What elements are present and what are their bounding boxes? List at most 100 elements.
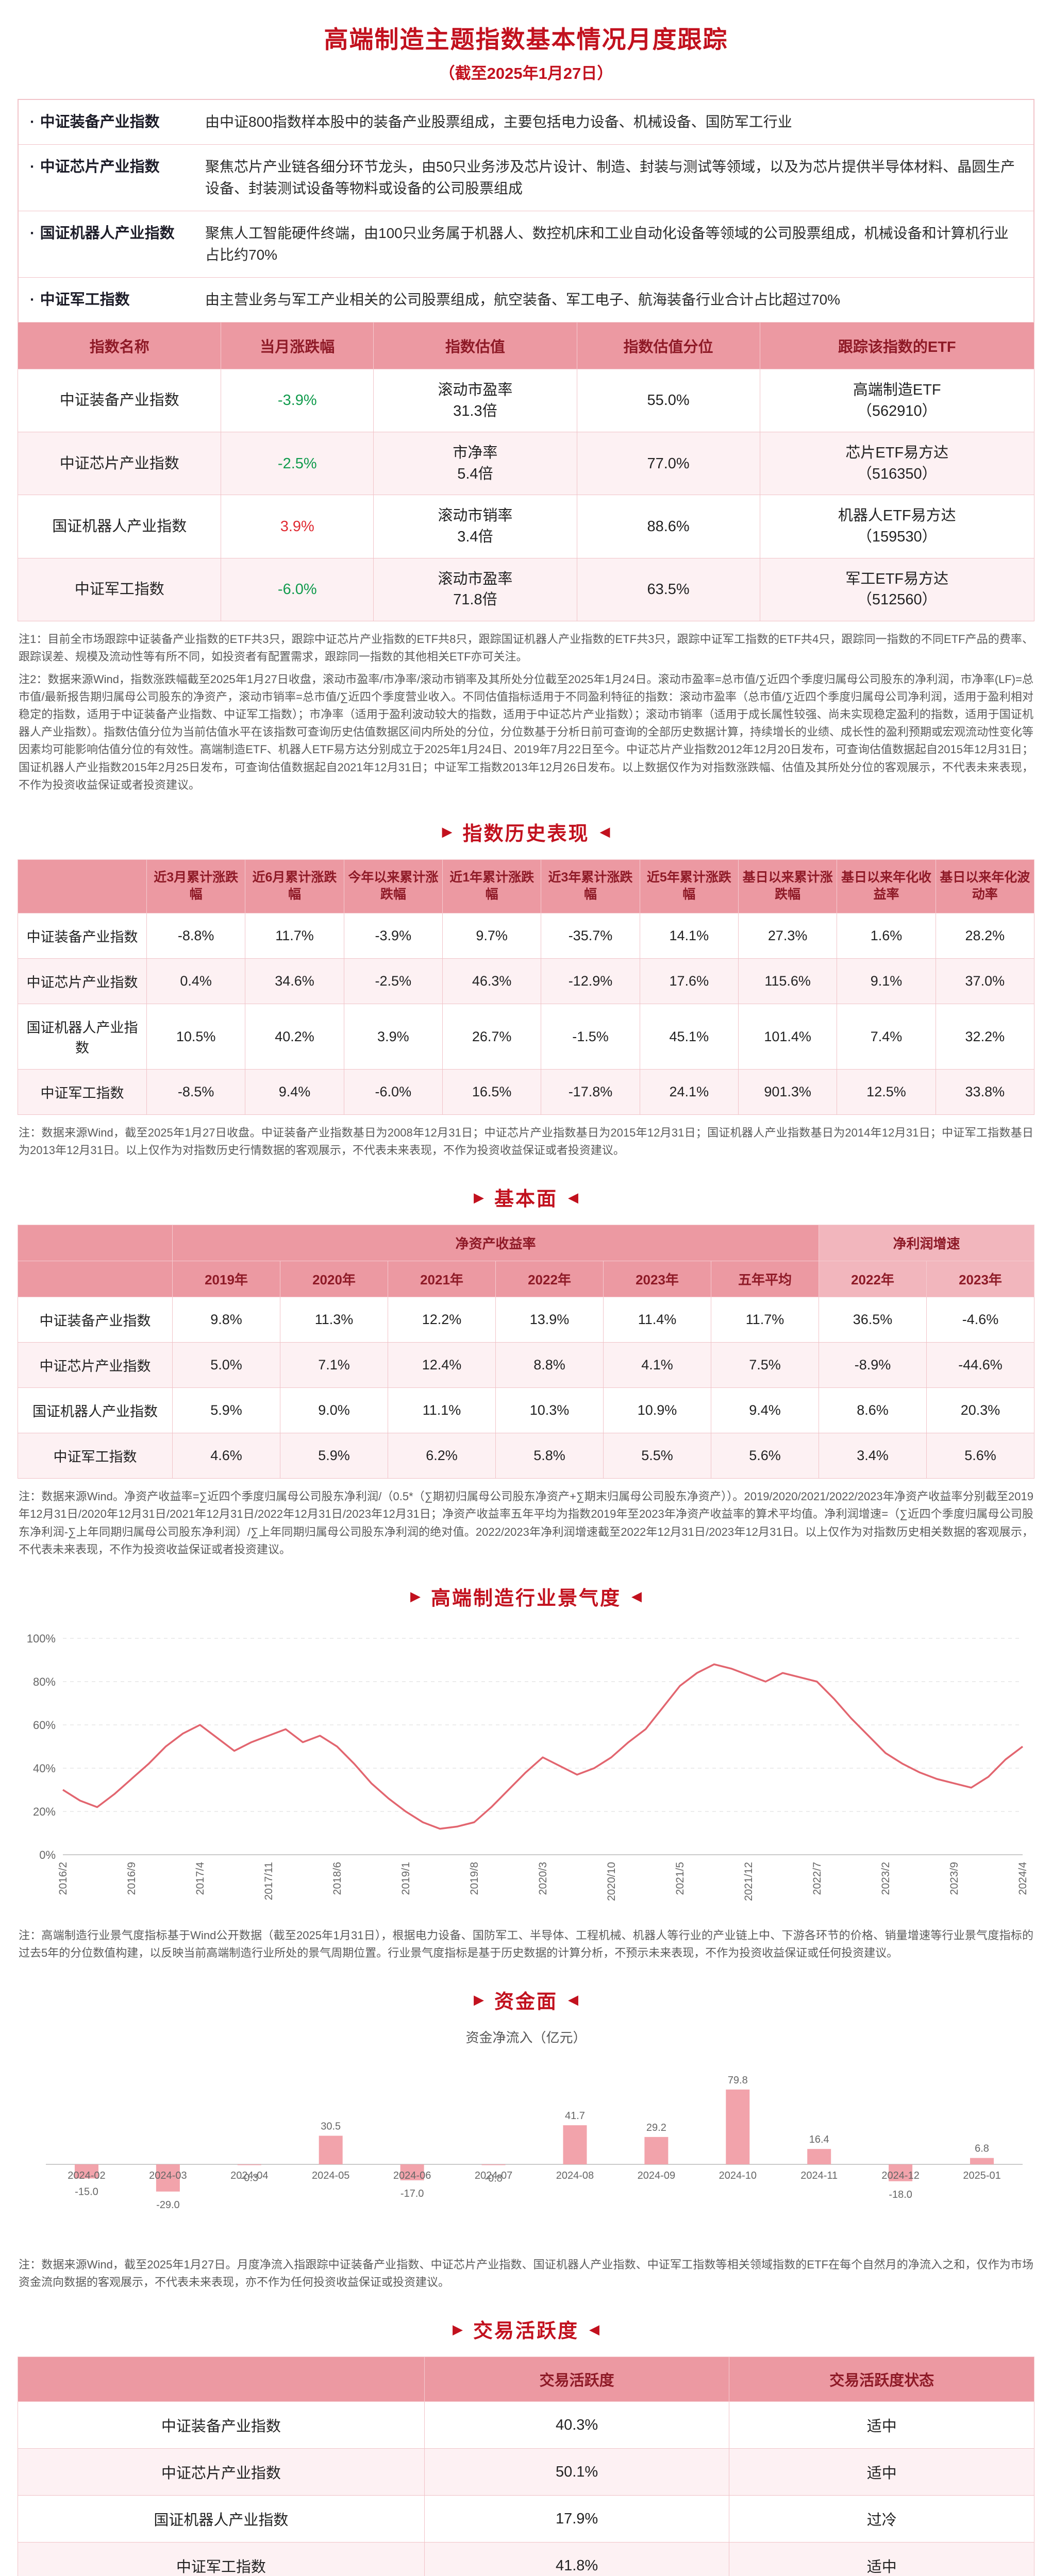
value-cell: 3.4% xyxy=(819,1433,927,1479)
section-heading-fundamentals: ▶ 基本面 ◀ xyxy=(18,1183,1034,1211)
column-header: 近1年累计涨跌幅 xyxy=(442,859,542,914)
table-row: 中证芯片产业指数 0.4% 34.6% -2.5% 46.3% -12.9% 1… xyxy=(18,958,1035,1005)
monthly-change-cell: -6.0% xyxy=(221,557,374,621)
prosperity-series-line xyxy=(62,1663,1024,1830)
y-axis-label: 60% xyxy=(33,1719,56,1732)
overview-table: 指数名称 当月涨跌幅 指数估值 指数估值分位 跟踪该指数的ETF 中证装备产业指… xyxy=(17,322,1035,621)
column-header: 近6月累计涨跌幅 xyxy=(245,859,344,914)
table-row: 中证芯片产业指数 50.1% 适中 xyxy=(18,2448,1034,2496)
index-name-cell: 中证装备产业指数 xyxy=(18,2401,425,2449)
value-cell: -12.9% xyxy=(541,958,640,1005)
section-heading-activity: ▶ 交易活跃度 ◀ xyxy=(18,2315,1034,2343)
table-row: 国证机器人产业指数 5.9% 9.0% 11.1% 10.3% 10.9% 9.… xyxy=(18,1387,1034,1434)
bar-value-label: 30.5 xyxy=(321,2121,341,2132)
valuation-percentile-cell: 63.5% xyxy=(576,557,760,621)
x-axis-label: 2021/12 xyxy=(743,1862,755,1901)
x-axis-label: 2023/2 xyxy=(880,1862,892,1895)
flow-bar xyxy=(237,2164,261,2165)
bullet-icon: · xyxy=(30,159,35,176)
value-cell: 9.1% xyxy=(837,958,936,1005)
activity-status-cell: 适中 xyxy=(729,2542,1034,2576)
bullet-icon: · xyxy=(30,225,35,242)
value-cell: 12.2% xyxy=(388,1297,496,1343)
column-header: 近5年累计涨跌幅 xyxy=(639,859,739,914)
value-cell: 5.9% xyxy=(280,1433,388,1479)
value-cell: 34.6% xyxy=(245,958,344,1005)
value-cell: 7.4% xyxy=(837,1004,936,1070)
index-name-cell: 中证芯片产业指数 xyxy=(17,432,222,496)
index-description: 由中证800指数样本股中的装备产业股票组成，主要包括电力设备、机械设备、国防军工… xyxy=(205,114,792,130)
activity-status-cell: 适中 xyxy=(729,2448,1034,2496)
index-name: · 国证机器人产业指数 xyxy=(30,223,205,244)
value-cell: 36.5% xyxy=(819,1297,927,1343)
valuation-value: 31.3倍 xyxy=(453,402,497,419)
column-header: 2023年 xyxy=(926,1261,1034,1298)
etf-code: （159530） xyxy=(857,529,937,546)
monthly-change-cell: -3.9% xyxy=(221,369,374,433)
value-cell: 0.4% xyxy=(146,958,246,1005)
column-header: 指数估值 xyxy=(373,322,577,370)
bar-value-label: -15.0 xyxy=(75,2186,98,2197)
section-heading-prosperity: ▶ 高端制造行业景气度 ◀ xyxy=(18,1582,1034,1611)
bar-value-label: -0.3 xyxy=(241,2172,258,2183)
footnote: 注1：目前全市场跟踪中证装备产业指数的ETF共3只，跟踪中证芯片产业指数的ETF… xyxy=(19,632,1033,663)
y-axis-label: 100% xyxy=(27,1632,56,1645)
value-cell: 9.0% xyxy=(280,1387,388,1434)
index-name: · 中证装备产业指数 xyxy=(30,111,205,133)
value-cell: -1.5% xyxy=(541,1004,640,1070)
valuation-value: 71.8倍 xyxy=(453,591,497,608)
column-header: 基日以来累计涨跌幅 xyxy=(738,859,838,914)
value-cell: 46.3% xyxy=(442,958,542,1005)
bar-category-label: 2024-12 xyxy=(881,2170,919,2181)
column-header: 基日以来年化收益率 xyxy=(837,859,936,914)
column-header: 近3月累计涨跌幅 xyxy=(146,859,246,914)
table-row: 中证装备产业指数 -3.9% 滚动市盈率 31.3倍 55.0% 高端制造ETF （… xyxy=(17,369,1035,433)
bar-value-label: -18.0 xyxy=(889,2189,912,2200)
index-name-cell: 中证芯片产业指数 xyxy=(18,958,147,1005)
column-header: 指数估值分位 xyxy=(576,322,760,370)
table-row: 中证芯片产业指数 -2.5% 市净率 5.4倍 77.0% 芯片ETF易方达 （51… xyxy=(17,432,1035,496)
activity-value-cell: 17.9% xyxy=(424,2495,730,2543)
flow-bar xyxy=(319,2136,343,2164)
value-cell: -4.6% xyxy=(926,1297,1034,1343)
flow-bar xyxy=(889,2164,913,2181)
activity-value-cell: 40.3% xyxy=(424,2401,730,2449)
section-title: 基本面 xyxy=(494,1189,558,1211)
valuation-cell: 市净率 5.4倍 xyxy=(373,432,577,496)
value-cell: 20.3% xyxy=(926,1387,1034,1434)
value-cell: 10.3% xyxy=(495,1387,604,1434)
heading-arrow-right-icon: ▶ xyxy=(410,1588,421,1604)
value-cell: 7.1% xyxy=(280,1342,388,1388)
flow-bar xyxy=(644,2137,669,2164)
x-axis-label: 2021/5 xyxy=(674,1862,686,1895)
column-header: 跟踪该指数的ETF xyxy=(759,322,1035,370)
value-cell: 33.8% xyxy=(935,1069,1035,1115)
heading-arrow-right-icon: ▶ xyxy=(452,2321,463,2337)
table-row: 国证机器人产业指数 10.5% 40.2% 3.9% 26.7% -1.5% 4… xyxy=(18,1004,1035,1070)
table-row: 中证军工指数 41.8% 适中 xyxy=(18,2542,1034,2576)
valuation-value: 3.4倍 xyxy=(457,529,493,546)
section-heading-history: ▶ 指数历史表现 ◀ xyxy=(18,818,1034,846)
flow-bar xyxy=(563,2125,587,2164)
activity-value-cell: 50.1% xyxy=(424,2448,730,2496)
list-item: · 国证机器人产业指数 聚焦人工智能硬件终端，由100只业务属于机器人、数控机床和… xyxy=(19,211,1033,278)
heading-arrow-left-icon: ◀ xyxy=(589,2321,599,2337)
flow-bar xyxy=(970,2158,994,2164)
value-cell: 45.1% xyxy=(639,1004,739,1070)
list-item: · 中证芯片产业指数 聚焦芯片产业链各细分环节龙头，由50只业务涉及芯片设计、制造… xyxy=(19,145,1033,212)
value-cell: 11.7% xyxy=(711,1297,819,1343)
bar-value-label: -0.8 xyxy=(485,2173,502,2184)
x-axis-label: 2017/4 xyxy=(194,1861,206,1895)
table-row: 中证装备产业指数 40.3% 适中 xyxy=(18,2401,1034,2449)
index-name-label: 中证军工指数 xyxy=(40,292,130,309)
value-cell: 901.3% xyxy=(738,1069,838,1115)
valuation-metric: 滚动市销率 xyxy=(438,507,513,524)
index-name-cell: 国证机器人产业指数 xyxy=(18,1387,173,1434)
table-header-row: 2019年 2020年 2021年 2022年 2023年 五年平均 2022年… xyxy=(18,1261,1034,1298)
index-name-cell: 中证芯片产业指数 xyxy=(18,1342,173,1388)
x-axis-label: 2019/8 xyxy=(469,1862,480,1895)
value-cell: 12.5% xyxy=(837,1069,936,1115)
etf-name: 机器人ETF易方达 xyxy=(838,507,956,524)
index-name-cell: 中证军工指数 xyxy=(18,1069,147,1115)
bar-category-label: 2024-04 xyxy=(230,2170,268,2181)
